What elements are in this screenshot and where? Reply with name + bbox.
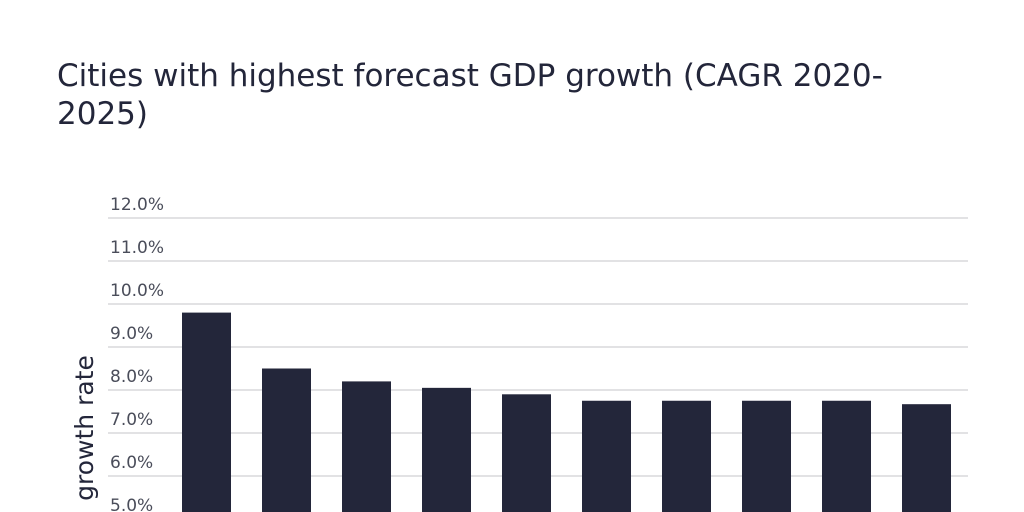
- bar: [662, 400, 711, 512]
- bars: [182, 312, 951, 512]
- y-tick-label: 12.0%: [110, 195, 164, 215]
- bar: [422, 387, 471, 512]
- y-tick-label: 6.0%: [110, 453, 153, 473]
- bar: [582, 400, 631, 512]
- y-tick-label: 9.0%: [110, 324, 153, 344]
- y-tick-label: 11.0%: [110, 238, 164, 258]
- chart-title-line1: Cities with highest forecast GDP growth …: [57, 58, 883, 94]
- y-tick-label: 7.0%: [110, 410, 153, 430]
- y-tick-labels: 12.0% 11.0% 10.0% 9.0% 8.0% 7.0% 6.0% 5.0%: [110, 195, 164, 512]
- bar: [182, 312, 231, 512]
- bar: [342, 381, 391, 512]
- chart-title-line2: 2025): [57, 96, 148, 132]
- y-tick-label: 10.0%: [110, 281, 164, 301]
- y-axis-label: growth rate: [70, 355, 99, 501]
- y-tick-label: 5.0%: [110, 496, 153, 512]
- bar: [262, 368, 311, 512]
- bar: [822, 400, 871, 512]
- bar: [742, 400, 791, 512]
- y-tick-label: 8.0%: [110, 367, 153, 387]
- bar: [502, 394, 551, 512]
- bar: [902, 404, 951, 512]
